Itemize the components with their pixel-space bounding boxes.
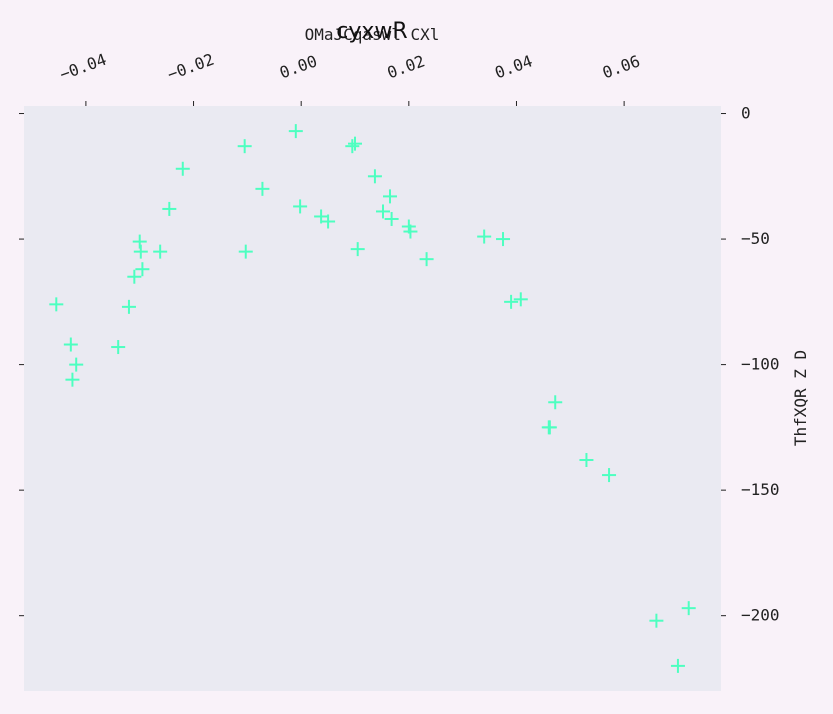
data-point	[681, 601, 696, 616]
data-point	[237, 139, 252, 154]
data-point	[513, 292, 528, 307]
x-axis-label: OMaJCqaswl CXl	[305, 25, 440, 44]
data-point	[548, 395, 563, 410]
data-point	[350, 242, 365, 257]
y-tick-label: −200	[741, 606, 780, 625]
data-point	[542, 420, 557, 435]
data-point	[579, 453, 594, 468]
data-point	[127, 269, 142, 284]
data-point	[132, 234, 147, 249]
data-point	[238, 244, 253, 259]
data-point	[375, 204, 390, 219]
x-tick-label: 0.04	[492, 51, 535, 82]
data-point	[135, 262, 150, 277]
y-tick-label: 0	[741, 104, 751, 123]
data-point	[602, 468, 617, 483]
x-tick-label: 0.06	[600, 51, 643, 82]
data-point	[162, 201, 177, 216]
data-point	[293, 199, 308, 214]
x-tick-label: 0.02	[385, 51, 428, 82]
y-tick-label: −150	[741, 480, 780, 499]
y-tick-label: −100	[741, 355, 780, 374]
data-point	[496, 232, 511, 247]
data-point	[321, 214, 336, 229]
y-axis-label: ThfXQR Z D	[791, 350, 810, 446]
y-tick-label: −50	[741, 229, 770, 248]
data-point	[382, 189, 397, 204]
y-axis-right: 0 −50 −100 −150 −200	[19, 104, 780, 625]
data-point	[133, 244, 148, 259]
data-point	[111, 340, 126, 355]
data-point	[477, 229, 492, 244]
data-point	[288, 124, 303, 139]
data-point	[121, 299, 136, 314]
data-point	[403, 224, 418, 239]
x-tick-label: 0.00	[277, 51, 320, 82]
data-point	[69, 357, 84, 372]
data-points	[49, 124, 696, 673]
data-point	[367, 169, 382, 184]
data-point	[175, 161, 190, 176]
data-point	[670, 658, 685, 673]
plot-area	[24, 106, 721, 691]
data-point	[255, 181, 270, 196]
data-point	[384, 211, 399, 226]
data-point	[419, 252, 434, 267]
data-point	[153, 244, 168, 259]
data-point	[63, 337, 78, 352]
data-point	[504, 294, 519, 309]
x-axis-top: −0.04 −0.02 0.00 0.02 0.04 0.06	[57, 50, 643, 106]
x-tick-label: −0.04	[57, 50, 109, 84]
chart-title: cyxwR	[336, 19, 407, 44]
x-tick-label: −0.02	[165, 50, 217, 84]
data-point	[649, 613, 664, 628]
data-point	[345, 139, 360, 154]
data-point	[49, 297, 64, 312]
data-point	[348, 136, 363, 151]
data-point	[65, 372, 80, 387]
